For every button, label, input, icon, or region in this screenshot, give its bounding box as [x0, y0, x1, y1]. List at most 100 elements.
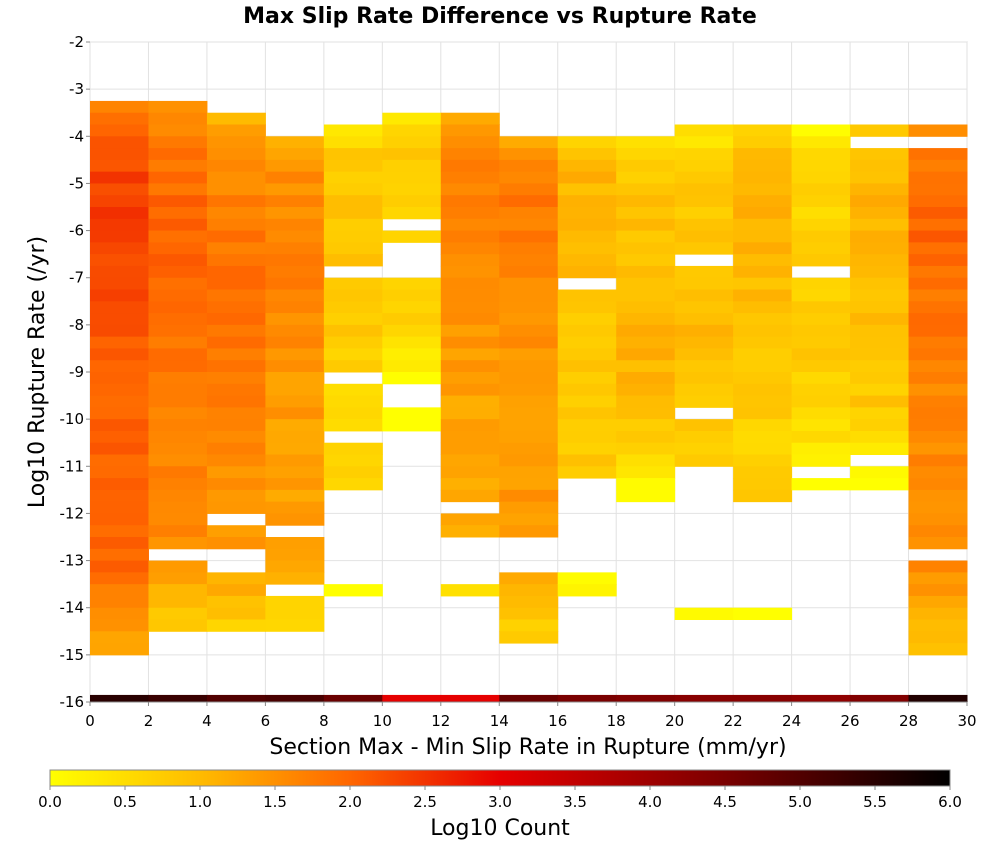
heatmap-cell: [557, 301, 617, 314]
heatmap-cell: [557, 430, 617, 444]
heatmap-cell: [557, 348, 617, 361]
heatmap-cell: [440, 383, 500, 397]
heatmap-cell: [440, 218, 500, 232]
heatmap-cell: [323, 207, 383, 220]
heatmap-cell: [90, 643, 149, 656]
heatmap-cell: [557, 218, 617, 232]
heatmap-cell: [382, 372, 442, 385]
heatmap-cell: [908, 407, 968, 420]
heatmap-cell: [791, 324, 851, 338]
heatmap-cell: [265, 454, 325, 467]
heatmap-cell: [733, 230, 793, 243]
heatmap-cell: [440, 584, 500, 597]
heatmap-cell: [206, 383, 266, 397]
y-tick-label: -10: [60, 410, 85, 428]
heatmap-cell: [908, 313, 968, 326]
heatmap-cell: [850, 478, 910, 491]
heatmap-cell: [499, 324, 559, 338]
heatmap-cell: [733, 277, 793, 290]
heatmap-cell: [440, 513, 500, 526]
x-tick-label: 30: [957, 712, 976, 730]
heatmap-cell: [323, 159, 383, 173]
heatmap-cell: [674, 230, 734, 243]
heatmap-cell: [265, 159, 325, 173]
heatmap-cell: [148, 607, 208, 620]
x-tick-label: 22: [724, 712, 743, 730]
heatmap-cell: [265, 430, 325, 444]
heatmap-cell: [674, 324, 734, 338]
heatmap-cell: [850, 183, 910, 196]
heatmap-cell: [206, 336, 266, 349]
heatmap-cell: [674, 218, 734, 232]
heatmap-cell: [382, 336, 442, 349]
heatmap-cell: [791, 383, 851, 397]
heatmap-cell-bottom: [206, 694, 266, 702]
heatmap-cell: [733, 395, 793, 408]
heatmap-cell: [499, 430, 559, 444]
heatmap-cell: [90, 171, 149, 184]
heatmap-cell: [148, 595, 208, 609]
heatmap-cell: [440, 112, 500, 125]
heatmap-cell: [265, 419, 325, 432]
colorbar-label: Log10 Count: [430, 816, 570, 841]
heatmap-cell: [148, 324, 208, 338]
heatmap-cell: [148, 207, 208, 220]
colorbar-tick-label: 3.0: [488, 793, 512, 811]
heatmap-cell: [90, 572, 149, 585]
heatmap-cell: [148, 265, 208, 279]
heatmap-cell: [90, 159, 149, 173]
x-tick-label: 20: [665, 712, 684, 730]
heatmap-cell: [90, 407, 149, 420]
y-tick-label: -15: [60, 646, 85, 664]
heatmap-cell: [323, 254, 383, 267]
heatmap-cell: [557, 171, 617, 184]
heatmap-cell: [616, 148, 676, 161]
heatmap-cell: [499, 195, 559, 208]
heatmap-cell: [206, 313, 266, 326]
heatmap-cell: [90, 289, 149, 302]
heatmap-cell: [148, 254, 208, 267]
heatmap-cell: [323, 324, 383, 338]
heatmap-cell: [616, 171, 676, 184]
heatmap-cell: [616, 159, 676, 173]
heatmap-cell: [616, 195, 676, 208]
heatmap-cell: [499, 372, 559, 385]
heatmap-cell: [791, 148, 851, 161]
heatmap-cells: [90, 100, 968, 702]
heatmap-cell: [791, 360, 851, 373]
heatmap-cell: [674, 313, 734, 326]
heatmap-cell: [265, 336, 325, 349]
heatmap-cell: [791, 301, 851, 314]
y-tick-label: -9: [69, 363, 84, 381]
heatmap-cell: [499, 395, 559, 408]
heatmap-cell: [733, 171, 793, 184]
heatmap-cell: [90, 419, 149, 432]
heatmap-cell: [616, 478, 676, 491]
heatmap-cell: [616, 207, 676, 220]
heatmap-cell: [850, 383, 910, 397]
heatmap-cell: [557, 442, 617, 455]
heatmap-cell: [850, 360, 910, 373]
heatmap-cell: [90, 207, 149, 220]
heatmap-cell: [499, 466, 559, 479]
heatmap-cell: [908, 265, 968, 279]
heatmap-cell: [323, 171, 383, 184]
y-tick-label: -7: [69, 269, 84, 287]
heatmap-cell: [850, 466, 910, 479]
heatmap-cell: [791, 419, 851, 432]
x-tick-label: 16: [548, 712, 567, 730]
heatmap-cell: [791, 478, 851, 491]
heatmap-cell: [850, 419, 910, 432]
heatmap-cell: [90, 631, 149, 644]
heatmap-cell: [674, 430, 734, 444]
heatmap-cell: [440, 442, 500, 455]
heatmap-cell: [148, 395, 208, 408]
heatmap-cell: [733, 148, 793, 161]
heatmap-cell: [206, 501, 266, 514]
heatmap-cell: [323, 148, 383, 161]
heatmap-cell: [440, 489, 500, 503]
heatmap-cell: [557, 136, 617, 149]
heatmap-cell: [616, 265, 676, 279]
heatmap-cell: [850, 324, 910, 338]
heatmap-cell: [733, 372, 793, 385]
